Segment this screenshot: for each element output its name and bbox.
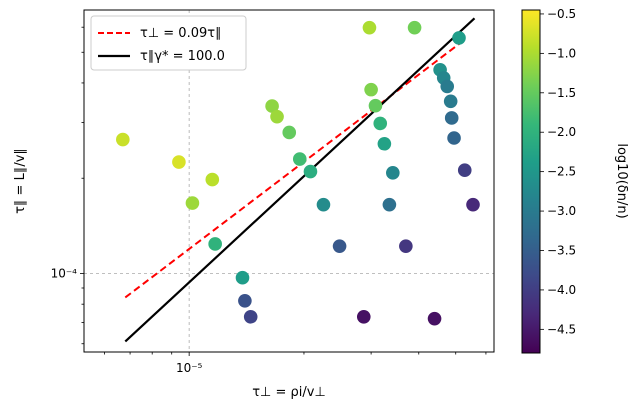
scatter-point — [332, 239, 347, 253]
scatter-points — [116, 20, 480, 326]
scatter-point — [466, 197, 480, 212]
scatter-point — [265, 99, 279, 113]
scatter-point — [116, 132, 130, 147]
scatter-point — [382, 197, 397, 212]
scatter-point — [377, 136, 392, 151]
scatter-point — [440, 79, 455, 94]
fit-line-gamma — [124, 17, 476, 343]
scatter-point — [399, 239, 413, 253]
scatter-point — [362, 20, 377, 35]
scatter-point — [172, 155, 186, 169]
colorbar-tick-label: −3.5 — [547, 243, 576, 257]
scatter-point — [235, 270, 250, 285]
legend: τ⊥ = 0.09τ∥ τ∥γ* = 100.0 — [90, 15, 247, 71]
scatter-point — [205, 172, 220, 187]
y-tick-label: 10⁻⁴ — [51, 267, 78, 281]
scatter-point — [185, 196, 200, 210]
legend-label-gamma: τ∥γ* = 100.0 — [140, 49, 225, 64]
x-axis-ticks: 10⁻⁵ — [104, 352, 487, 375]
colorbar-tick-label: −1.5 — [547, 86, 576, 100]
scatter-point — [364, 82, 378, 97]
scatter-point — [243, 309, 258, 324]
scatter-point — [452, 31, 466, 45]
scatter-point — [443, 94, 458, 109]
y-axis-ticks: 10⁻⁴ — [51, 26, 84, 345]
scatter-point — [427, 311, 442, 326]
colorbar-tick-label: −1.0 — [547, 46, 576, 60]
plot-frame — [83, 9, 495, 353]
scatter-point — [282, 125, 297, 140]
scatter-point — [368, 98, 383, 113]
scatter-point — [457, 163, 472, 178]
scatter-point — [447, 131, 461, 145]
colorbar-label: log10(δn/n) — [614, 143, 629, 218]
fit-line-ratio — [124, 38, 466, 299]
colorbar-tick-label: −2.5 — [547, 165, 576, 179]
scatter-point — [444, 111, 459, 125]
scatter-point — [292, 152, 307, 166]
colorbar-gradient — [521, 9, 541, 354]
scatter-point — [386, 166, 400, 180]
colorbar-tick-label: −2.0 — [547, 125, 576, 139]
colorbar-tick-label: −4.5 — [547, 322, 576, 336]
scatter-point — [270, 109, 284, 124]
scatter-point — [238, 293, 252, 308]
scatter-point — [356, 309, 371, 324]
colorbar-tick-label: −0.5 — [547, 7, 576, 21]
colorbar-tick-label: −4.0 — [547, 283, 576, 297]
scatter-point — [208, 237, 222, 251]
x-tick-label: 10⁻⁵ — [176, 361, 203, 375]
legend-label-ratio: τ⊥ = 0.09τ∥ — [140, 26, 222, 41]
scatter-point — [407, 20, 422, 35]
scatter-point — [373, 116, 388, 131]
colorbar: −0.5 −1.0 −1.5 −2.0 −2.5 −3.0 −3.5 −4.0 −4.5 log… — [521, 7, 629, 354]
scatter-point — [316, 197, 331, 212]
fit-lines — [124, 17, 476, 343]
colorbar-tick-label: −3.0 — [547, 204, 576, 218]
x-axis-label: τ⊥ = ρi/v⊥ — [252, 385, 326, 400]
y-axis-label: τ∥ = L∥/v∥ — [13, 148, 28, 214]
scatter-point — [303, 164, 318, 179]
colorbar-ticks: −0.5 −1.0 −1.5 −2.0 −2.5 −3.0 −3.5 −4.0 −4.5 — [540, 7, 576, 336]
